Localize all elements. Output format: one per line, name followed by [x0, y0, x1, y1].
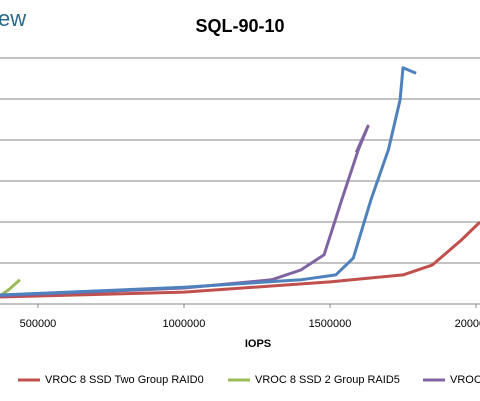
series-line — [0, 124, 370, 298]
x-tick-label: 500000 — [20, 318, 57, 330]
series-line — [0, 66, 417, 297]
brand-logo: ew — [0, 6, 26, 31]
legend-label: VROC 8 SSD Two Group RAID0 — [45, 374, 204, 386]
x-tick-label: 2000000 — [455, 318, 480, 330]
x-tick-label: 1000000 — [163, 318, 206, 330]
legend-label: VROC — [450, 374, 480, 386]
x-tick-label: 1500000 — [309, 318, 352, 330]
legend-label: VROC 8 SSD 2 Group RAID5 — [255, 374, 400, 386]
series-line — [0, 220, 480, 299]
x-axis-label: IOPS — [245, 338, 271, 350]
chart-title: SQL-90-10 — [195, 16, 284, 36]
